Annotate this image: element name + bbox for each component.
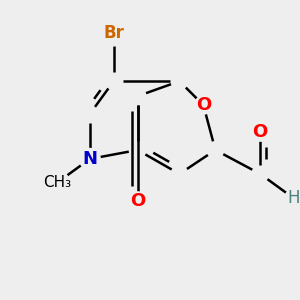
Circle shape — [251, 123, 269, 141]
Text: Br: Br — [103, 24, 124, 42]
Circle shape — [101, 21, 126, 46]
Circle shape — [44, 170, 69, 196]
Text: CH₃: CH₃ — [43, 176, 71, 190]
Text: O: O — [196, 96, 211, 114]
Text: H: H — [287, 189, 299, 207]
Text: N: N — [82, 150, 97, 168]
Circle shape — [194, 96, 212, 114]
Circle shape — [286, 190, 300, 205]
Circle shape — [79, 148, 100, 170]
Text: O: O — [253, 123, 268, 141]
Text: O: O — [130, 192, 145, 210]
Circle shape — [129, 192, 147, 210]
